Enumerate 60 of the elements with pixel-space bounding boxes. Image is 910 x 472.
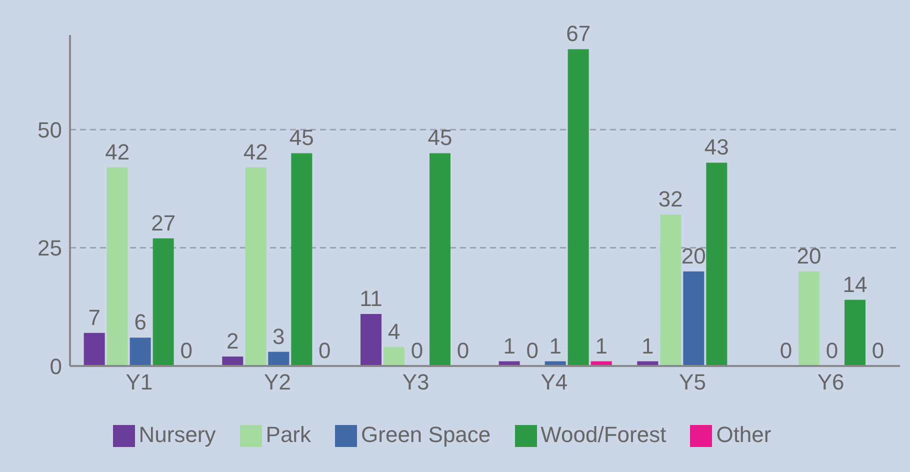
bar bbox=[130, 338, 151, 366]
data-label: 45 bbox=[428, 125, 452, 150]
data-label: 1 bbox=[595, 333, 608, 358]
x-tick-label: Y4 bbox=[540, 370, 568, 395]
x-tick-label: Y1 bbox=[126, 370, 153, 395]
bar bbox=[384, 347, 404, 366]
data-label: 43 bbox=[704, 134, 729, 160]
legend-label: Nursery bbox=[138, 422, 216, 447]
bar bbox=[360, 314, 382, 366]
y-tick-label: 0 bbox=[50, 354, 62, 379]
x-tick-label: Y5 bbox=[679, 370, 706, 395]
bar bbox=[706, 162, 728, 366]
data-label: 4 bbox=[388, 319, 400, 344]
data-label: 0 bbox=[180, 338, 192, 363]
bar bbox=[798, 271, 820, 366]
legend-label: Park bbox=[266, 422, 312, 447]
data-label: 7 bbox=[88, 304, 100, 330]
bar bbox=[291, 153, 312, 366]
data-label: 20 bbox=[681, 243, 706, 268]
data-label: 0 bbox=[456, 338, 470, 363]
data-label: 1 bbox=[549, 333, 562, 358]
data-label: 1 bbox=[642, 333, 654, 358]
data-label: 0 bbox=[318, 338, 331, 363]
x-tick-label: Y3 bbox=[402, 370, 430, 395]
data-label: 0 bbox=[526, 338, 538, 363]
data-label: 20 bbox=[796, 243, 822, 268]
y-tick-label: 25 bbox=[38, 236, 62, 261]
y-tick-label: 50 bbox=[38, 117, 62, 142]
data-label: 0 bbox=[872, 338, 884, 363]
data-label: 6 bbox=[134, 310, 146, 335]
bar bbox=[683, 271, 704, 366]
data-label: 32 bbox=[658, 186, 683, 212]
bar bbox=[430, 153, 450, 366]
data-label: 42 bbox=[105, 139, 130, 164]
data-label: 45 bbox=[289, 125, 314, 150]
bar bbox=[84, 332, 105, 366]
data-label: 0 bbox=[826, 338, 838, 363]
legend-label: Other bbox=[716, 422, 772, 447]
legend-label: Wood/Forest bbox=[540, 422, 666, 447]
data-label: 42 bbox=[243, 139, 268, 164]
bar bbox=[106, 167, 128, 366]
data-label: 11 bbox=[360, 286, 382, 311]
bar bbox=[268, 352, 290, 366]
bar bbox=[844, 300, 866, 366]
data-label: 27 bbox=[151, 210, 176, 236]
bar bbox=[245, 167, 266, 366]
bar bbox=[222, 356, 244, 366]
data-label: 1 bbox=[503, 333, 516, 358]
data-label: 14 bbox=[842, 272, 868, 297]
legend-label: Green Space bbox=[361, 422, 491, 447]
data-label: 2 bbox=[226, 328, 239, 354]
data-label: 0 bbox=[410, 338, 424, 363]
bar bbox=[568, 49, 589, 366]
x-tick-label: Y2 bbox=[264, 370, 291, 395]
bar bbox=[152, 238, 174, 366]
data-label: 67 bbox=[566, 21, 591, 46]
data-label: 0 bbox=[780, 338, 792, 363]
data-label: 3 bbox=[272, 324, 285, 349]
x-tick-label: Y6 bbox=[817, 370, 844, 395]
bar bbox=[660, 214, 682, 366]
